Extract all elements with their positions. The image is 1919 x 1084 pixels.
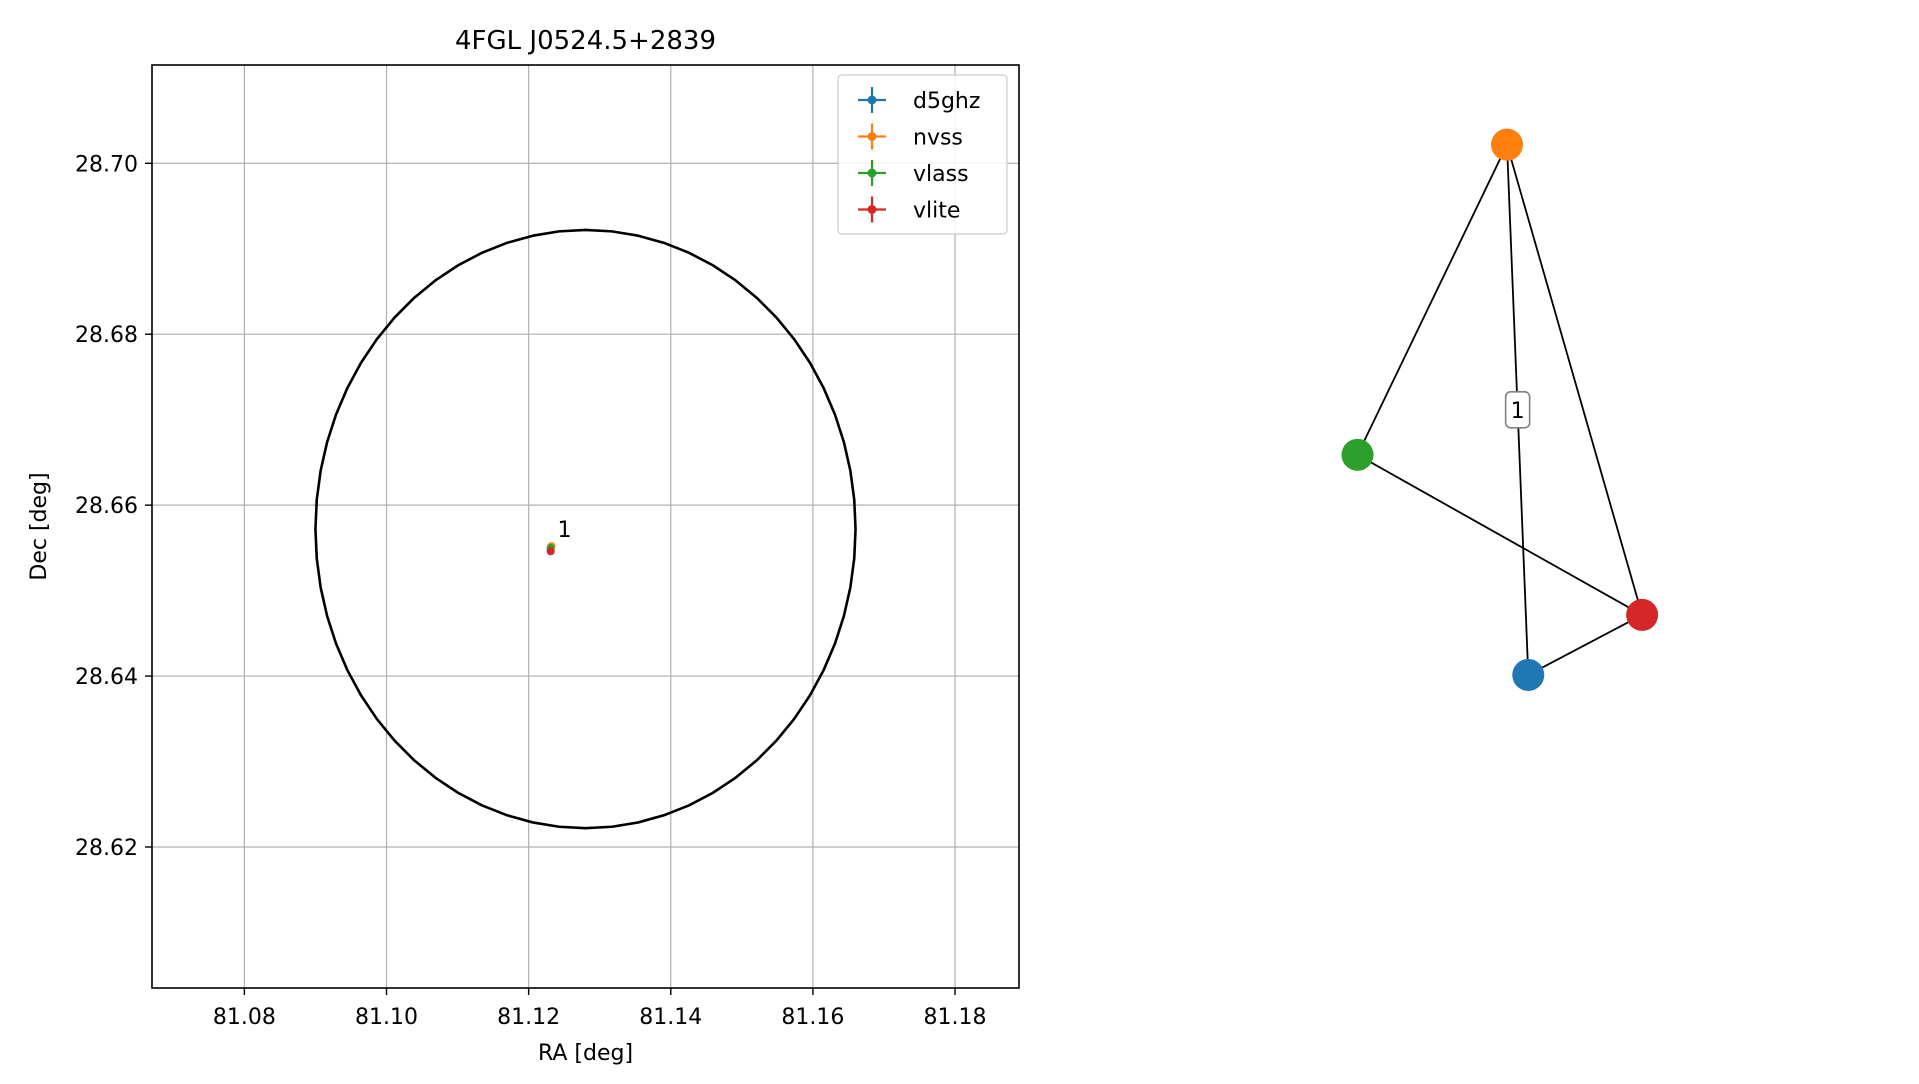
x-tick-label: 81.14 [639, 1005, 702, 1030]
x-tick-label: 81.16 [781, 1005, 844, 1030]
y-tick-label: 28.64 [75, 665, 138, 690]
legend-label-nvss: nvss [913, 126, 963, 151]
network-graph: 1 [1341, 128, 1659, 691]
legend-marker-dot [867, 132, 877, 141]
graph-node-vlite [1626, 598, 1659, 631]
legend-box [837, 74, 1008, 235]
y-axis-label: Dec [deg] [27, 472, 52, 580]
y-tick-label: 28.62 [75, 836, 138, 861]
graph-edge [1527, 614, 1643, 676]
legend-label-vlite: vlite [913, 199, 960, 224]
edge-label-box [1504, 391, 1531, 429]
x-tick-label: 81.10 [355, 1005, 418, 1030]
graph-node-vlass [1341, 438, 1374, 471]
x-tick-label: 81.12 [497, 1005, 560, 1030]
y-tick-label: 28.70 [75, 152, 138, 177]
legend-marker-dot [867, 95, 877, 105]
chart-title: 4FGL J0524.5+2839 [455, 26, 716, 56]
legend-label-d5ghz: d5ghz [913, 89, 980, 114]
x-tick-label: 81.18 [924, 1005, 987, 1030]
localization-ellipse [314, 228, 857, 830]
legend-marker-dot [867, 168, 877, 178]
y-tick-label: 28.66 [75, 494, 138, 519]
scatter-axes: 1 81.08 81.10 81.12 81.14 81.16 81.18 28.62 28.6… [27, 26, 1020, 1066]
graph-node-d5ghz [1512, 658, 1545, 691]
y-tick-label: 28.68 [75, 323, 138, 348]
legend: d5ghz nvss vlass vlite [837, 74, 1008, 235]
legend-marker-dot [867, 205, 877, 214]
data-point-vlite [546, 547, 555, 556]
edge-label: 1 [1511, 399, 1525, 424]
graph-edge [1506, 144, 1643, 616]
x-axis-label: RA [deg] [538, 1041, 633, 1066]
legend-label-vlass: vlass [913, 162, 969, 187]
x-tick-label: 81.08 [213, 1005, 276, 1030]
point-annotation: 1 [558, 518, 572, 543]
graph-edge [1357, 454, 1643, 616]
graph-node-nvss [1491, 128, 1523, 161]
graph-edge [1356, 144, 1508, 456]
axes-frame [151, 64, 1020, 989]
